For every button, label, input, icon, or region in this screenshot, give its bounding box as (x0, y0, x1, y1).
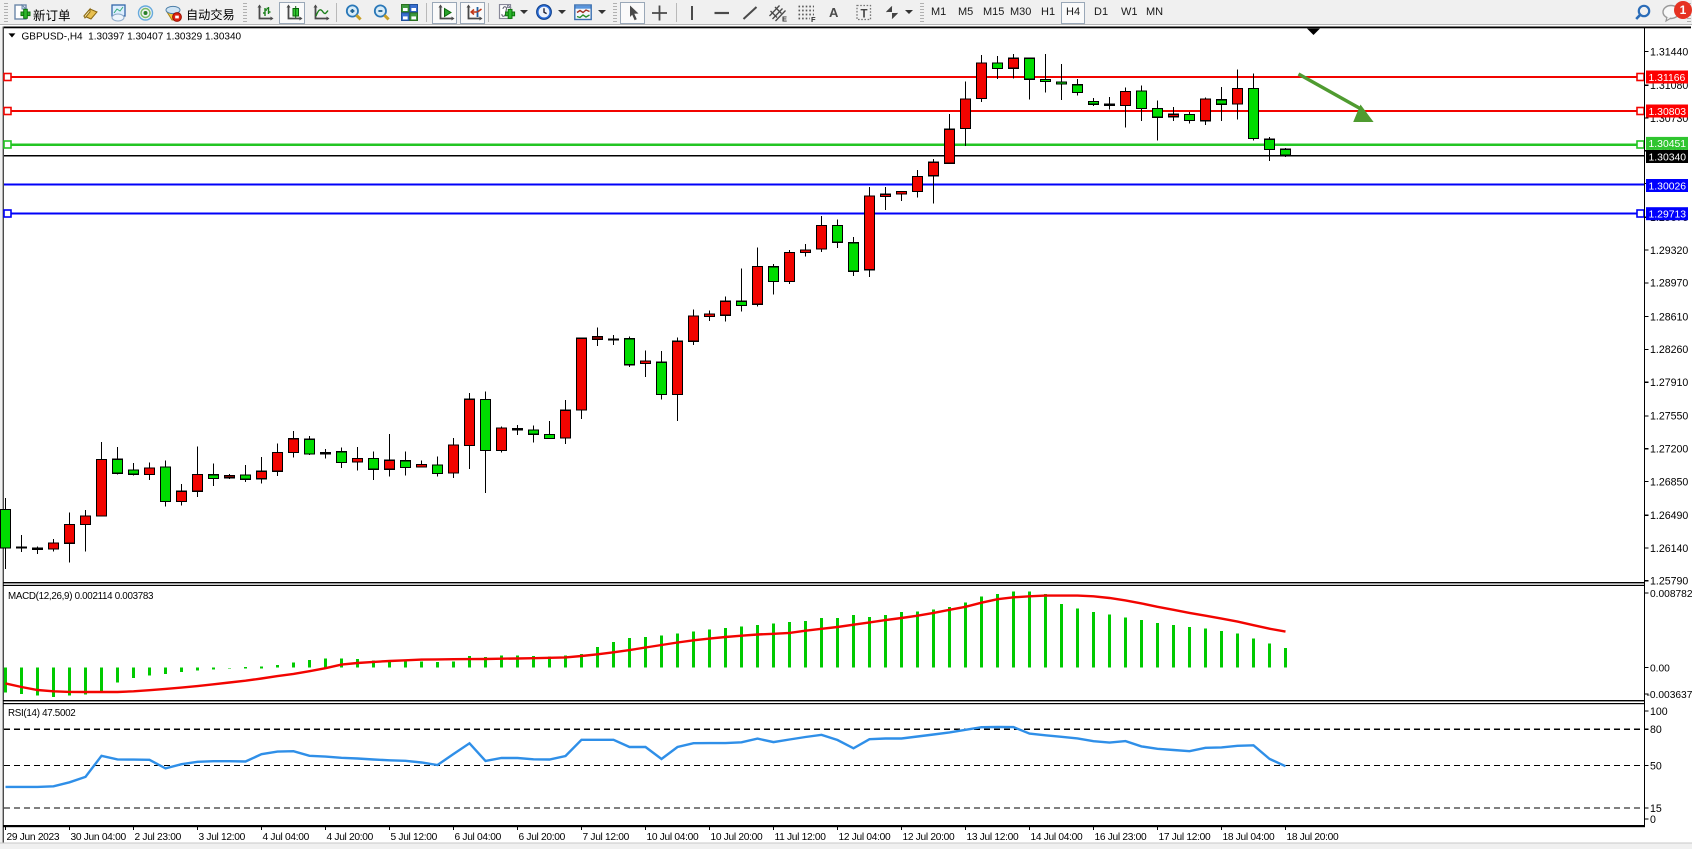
svg-text:29 Jun 2023: 29 Jun 2023 (7, 832, 60, 843)
svg-text:GBPUSD-,H4 1.30397 1.30407 1.: GBPUSD-,H4 1.30397 1.30407 1.30329 1.303… (22, 32, 242, 43)
svg-text:2 Jul 23:00: 2 Jul 23:00 (135, 832, 182, 843)
svg-text:1.25790: 1.25790 (1650, 576, 1688, 588)
svg-text:1.26490: 1.26490 (1650, 510, 1688, 522)
svg-text:1.28970: 1.28970 (1650, 278, 1688, 290)
svg-text:10 Jul 04:00: 10 Jul 04:00 (647, 832, 700, 843)
svg-text:80: 80 (1650, 724, 1662, 736)
svg-text:11 Jul 12:00: 11 Jul 12:00 (775, 832, 827, 843)
svg-text:30 Jun 04:00: 30 Jun 04:00 (71, 832, 127, 843)
svg-text:E: E (782, 15, 787, 23)
svg-text:1.27200: 1.27200 (1650, 444, 1688, 456)
svg-text:1.29320: 1.29320 (1650, 245, 1688, 257)
svg-text:1.27550: 1.27550 (1650, 411, 1688, 423)
svg-text:3 Jul 12:00: 3 Jul 12:00 (199, 832, 246, 843)
svg-text:1.31440: 1.31440 (1650, 46, 1688, 58)
svg-text:16 Jul 23:00: 16 Jul 23:00 (1095, 832, 1148, 843)
svg-text:50: 50 (1650, 761, 1662, 773)
svg-text:1.30803: 1.30803 (1649, 107, 1687, 118)
svg-text:RSI(14) 47.5002: RSI(14) 47.5002 (8, 708, 75, 719)
svg-text:1.28610: 1.28610 (1650, 311, 1688, 323)
svg-text:12 Jul 20:00: 12 Jul 20:00 (903, 832, 956, 843)
svg-text:12 Jul 04:00: 12 Jul 04:00 (839, 832, 892, 843)
svg-text:1.28260: 1.28260 (1650, 344, 1688, 356)
svg-text:MACD(12,26,9) 0.002114 0.00378: MACD(12,26,9) 0.002114 0.003783 (8, 591, 154, 602)
svg-text:1.30451: 1.30451 (1649, 139, 1687, 150)
svg-text:6 Jul 04:00: 6 Jul 04:00 (455, 832, 502, 843)
svg-text:T: T (861, 9, 868, 21)
svg-text:1.30026: 1.30026 (1649, 181, 1687, 192)
svg-text:0.008782: 0.008782 (1650, 589, 1692, 600)
svg-text:1.31166: 1.31166 (1649, 73, 1686, 84)
svg-text:18 Jul 20:00: 18 Jul 20:00 (1287, 832, 1340, 843)
svg-text:13 Jul 12:00: 13 Jul 12:00 (967, 832, 1020, 843)
svg-text:4 Jul 04:00: 4 Jul 04:00 (263, 832, 310, 843)
svg-text:6 Jul 20:00: 6 Jul 20:00 (519, 832, 566, 843)
svg-text:18 Jul 04:00: 18 Jul 04:00 (1223, 832, 1276, 843)
svg-text:1.27910: 1.27910 (1650, 377, 1688, 389)
svg-text:100: 100 (1650, 706, 1668, 718)
svg-text:1.30340: 1.30340 (1649, 152, 1687, 163)
svg-text:1.26850: 1.26850 (1650, 476, 1688, 488)
svg-text:0.00: 0.00 (1650, 664, 1670, 675)
svg-text:7 Jul 12:00: 7 Jul 12:00 (583, 832, 630, 843)
svg-text:F: F (811, 15, 816, 22)
svg-text:0: 0 (1650, 814, 1656, 826)
svg-text:-0.003637: -0.003637 (1647, 690, 1692, 701)
svg-text:17 Jul 12:00: 17 Jul 12:00 (1159, 832, 1212, 843)
svg-text:1.29713: 1.29713 (1649, 210, 1687, 221)
svg-text:1.26140: 1.26140 (1650, 543, 1688, 555)
svg-text:14 Jul 04:00: 14 Jul 04:00 (1031, 832, 1084, 843)
svg-text:10 Jul 20:00: 10 Jul 20:00 (711, 832, 764, 843)
svg-text:4 Jul 20:00: 4 Jul 20:00 (327, 832, 374, 843)
svg-text:5 Jul 12:00: 5 Jul 12:00 (391, 832, 438, 843)
